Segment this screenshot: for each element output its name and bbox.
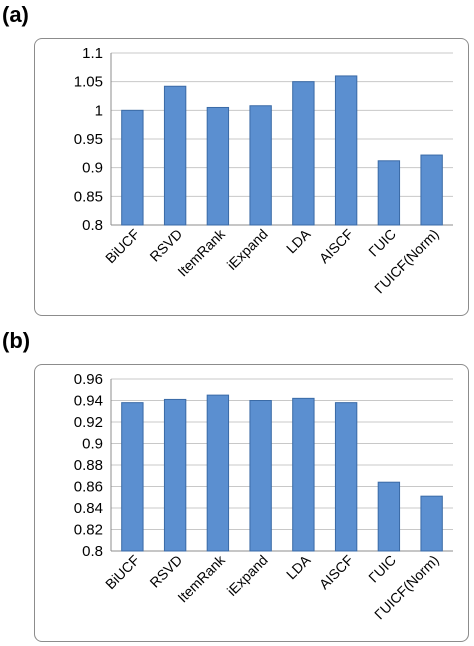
y-tick-label: 0.9 [82,436,103,453]
y-tick-label: 0.85 [74,188,103,205]
chart-panel-b: 0.8 0.82 0.84 0.86 0.88 0.9 0.92 0.94 0.96 BiUCF R… [34,364,469,642]
y-tick-label: 0.86 [74,479,103,496]
y-tick-label: 0.88 [74,457,103,474]
bar-biucf-b [121,402,144,552]
bar--uicf-norm--a [420,154,443,226]
x-category-label: LDA [283,225,314,256]
y-tick-label: 1.05 [74,74,103,91]
y-tick-label: 0.96 [74,371,103,388]
x-category-label: LDA [283,551,314,582]
x-category-label: AISCF [316,552,356,592]
bar-itemrank-b [206,394,230,552]
x-category-label: RSVD [146,226,185,265]
x-category-label: ΓUIC [365,226,399,260]
x-category-label: ItemRank [174,225,228,279]
y-tick-label: 0.8 [82,543,103,560]
x-category-label: RSVD [146,552,185,591]
panel-label-a: (a) [2,2,29,27]
y-tick-label: 0.84 [74,500,103,517]
y-tick-label: 0.95 [74,131,103,148]
y-tick-label: 0.8 [82,217,103,234]
bar-chart-a: 0.8 0.85 0.9 0.95 1 1.05 1.1 BiUCF RSVDItemRanki… [74,45,453,296]
bar-biucf-a [121,109,144,226]
bar-iexpand-b [249,400,272,552]
bar-aiscf-a [334,75,358,226]
chart-panel-a: 0.8 0.85 0.9 0.95 1 1.05 1.1 BiUCF RSVD ItemRank i… [34,38,469,316]
bar--uicf-norm--b [420,495,443,552]
x-category-label: iExpand [224,552,271,599]
y-tick-label: 0.9 [82,160,103,177]
bar-itemrank-a [206,106,230,226]
bar-lda-b [292,397,315,552]
bar-lda-a [292,81,315,226]
x-category-label: ΓUIC [365,552,399,586]
panel-label-b: (b) [2,328,31,353]
bar-chart-b: 0.8 0.82 0.84 0.86 0.88 0.9 0.92 0.94 0.96 BiUCF R… [74,371,453,622]
y-tick-label: 1.1 [82,45,103,62]
y-tick-label: 1 [95,102,103,119]
x-category-label: BiUCF [102,226,142,266]
x-category-label: BiUCF [102,552,142,592]
bar-aiscf-b [334,402,358,552]
x-category-label: AISCF [316,226,356,266]
x-category-label: ItemRank [174,551,228,605]
bar-rsvd-a [163,85,187,226]
y-tick-label: 0.92 [74,414,103,431]
x-category-label: iExpand [224,226,271,273]
bar--uic-a [377,160,401,226]
y-tick-label: 0.94 [74,393,103,410]
y-tick-label: 0.82 [74,522,103,539]
bar-rsvd-b [163,398,187,552]
bar-iexpand-a [249,105,272,226]
bar--uic-b [377,481,401,552]
